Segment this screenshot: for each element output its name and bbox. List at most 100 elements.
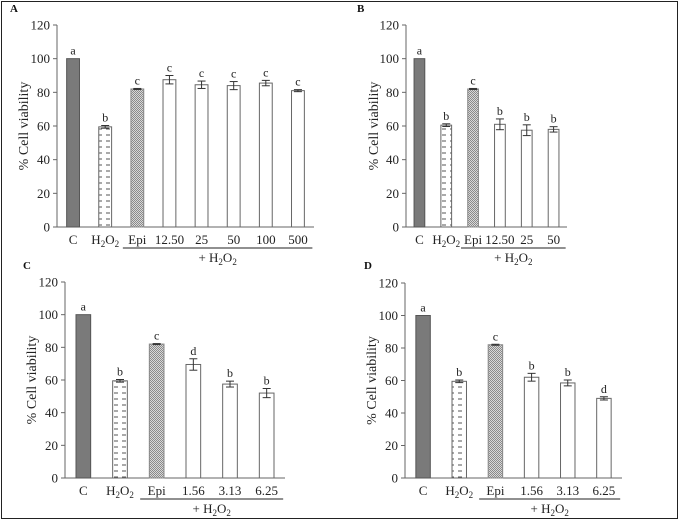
y-axis-label: % Cell viability [17, 82, 32, 171]
significance-letter: b [102, 110, 108, 124]
bar [258, 392, 275, 479]
x-tick-label: 100 [256, 232, 276, 247]
x-tick-label: 3.13 [219, 483, 242, 498]
y-tick-label: 80 [37, 85, 50, 100]
y-tick-label: 40 [37, 152, 50, 167]
significance-letter: b [497, 104, 503, 118]
y-tick-label: 0 [392, 471, 399, 486]
y-tick-label: 40 [385, 406, 398, 421]
x-tick-label: 12.50 [155, 232, 184, 247]
x-tick-label: 1.56 [520, 483, 543, 498]
bar [222, 383, 238, 479]
y-tick-label: 60 [37, 119, 50, 134]
x-tick-label: Epi [148, 483, 166, 498]
x-tick-label: 50 [227, 232, 240, 247]
bar [112, 380, 128, 479]
bar [75, 314, 92, 479]
y-tick-label: 100 [379, 308, 399, 323]
significance-letter: b [565, 365, 571, 379]
panel-label: D [364, 260, 372, 272]
bar [194, 84, 209, 228]
y-tick-label: 60 [386, 119, 399, 134]
significance-letter: c [493, 329, 498, 343]
x-tick-label: C [79, 483, 88, 498]
group-label: + H2O2 [494, 250, 532, 267]
significance-letter: b [264, 373, 270, 387]
x-tick-label: Epi [486, 483, 504, 498]
bar [226, 85, 241, 228]
y-tick-label: 80 [45, 340, 58, 355]
bar [451, 380, 467, 479]
panel-c: C 0 20 40 60 80 100 120 % Cell viability a Cb H2O2 c… [23, 260, 285, 518]
bar [162, 79, 177, 228]
panel-label: A [10, 3, 18, 15]
x-tick-label: 25 [195, 232, 208, 247]
significance-letter: c [199, 66, 204, 80]
y-axis-label: % Cell viability [367, 82, 382, 171]
bar [440, 124, 453, 228]
y-tick-label: 20 [45, 438, 58, 453]
group-label: + H2O2 [192, 501, 230, 518]
x-tick-label: 6.25 [593, 483, 616, 498]
bar [487, 344, 504, 479]
x-tick-label: 12.50 [485, 232, 514, 247]
x-tick-label: C [419, 483, 428, 498]
x-tick-label: 1.56 [182, 483, 205, 498]
x-tick-label: Epi [464, 232, 482, 247]
x-tick-label: 6.25 [255, 483, 278, 498]
y-tick-label: 120 [379, 276, 399, 291]
x-tick-label: H2O2 [106, 483, 134, 500]
panel-label: C [23, 260, 31, 272]
bar [413, 58, 426, 228]
y-axis-label: % Cell viability [365, 336, 380, 425]
y-tick-label: 40 [45, 405, 58, 420]
x-tick-label: C [69, 232, 78, 247]
significance-letter: b [443, 109, 449, 123]
x-tick-label: Epi [128, 232, 146, 247]
bar [520, 129, 533, 228]
x-tick-label: 500 [288, 232, 308, 247]
y-tick-label: 120 [380, 18, 400, 33]
y-tick-label: 120 [39, 275, 59, 290]
significance-letter: a [81, 300, 87, 314]
bar [494, 123, 506, 228]
bar [98, 126, 113, 228]
significance-letter: c [167, 61, 172, 75]
bar [185, 363, 202, 479]
y-tick-label: 80 [385, 341, 398, 356]
bar [523, 376, 540, 479]
y-tick-label: 20 [37, 186, 50, 201]
x-tick-label: 50 [547, 232, 560, 247]
y-tick-label: 40 [386, 152, 399, 167]
significance-letter: b [529, 358, 535, 372]
y-tick-label: 60 [45, 373, 58, 388]
y-tick-label: 100 [380, 51, 400, 66]
x-tick-label: H2O2 [445, 483, 473, 500]
y-tick-label: 60 [385, 373, 398, 388]
y-tick-label: 0 [44, 220, 51, 235]
significance-letter: a [70, 44, 76, 58]
y-tick-label: 80 [386, 85, 399, 100]
x-tick-label: C [415, 232, 424, 247]
x-tick-label: 3.13 [556, 483, 579, 498]
y-tick-label: 20 [386, 186, 399, 201]
significance-letter: c [154, 329, 159, 343]
bar [148, 343, 165, 479]
significance-letter: a [420, 301, 426, 315]
significance-letter: b [227, 366, 233, 380]
bar [130, 88, 145, 228]
bar [258, 82, 273, 228]
significance-letter: c [231, 67, 236, 81]
significance-letter: c [470, 73, 475, 87]
y-tick-label: 0 [52, 471, 59, 486]
panel-label: B [357, 3, 365, 15]
y-axis-label: % Cell viability [25, 336, 40, 425]
y-tick-label: 100 [31, 51, 51, 66]
significance-letter: b [456, 365, 462, 379]
group-label: + H2O2 [198, 250, 236, 267]
x-tick-label: H2O2 [91, 232, 119, 249]
x-tick-label: H2O2 [432, 232, 460, 249]
significance-letter: b [551, 112, 557, 126]
